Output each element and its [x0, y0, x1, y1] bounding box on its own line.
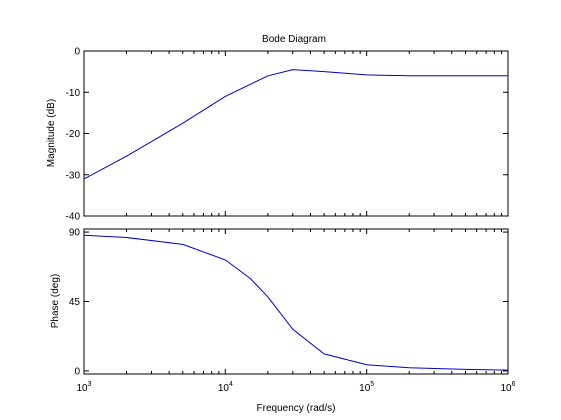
- phase-y-tick-label: 0: [74, 366, 80, 377]
- magnitude-ylabel: Magnitude (dB): [46, 99, 57, 167]
- phase-y-tick-label: 90: [69, 228, 81, 239]
- phase-panel: 90 45 0: [69, 228, 509, 377]
- x-axis-label: Frequency (rad/s): [257, 403, 336, 414]
- phase-plot-area: [83, 228, 509, 375]
- magnitude-y-tick-label: -20: [66, 129, 81, 140]
- magnitude-plot-area: [83, 50, 509, 217]
- x-tick-label: 104: [218, 381, 233, 394]
- magnitude-y-tick-label: 0: [74, 47, 80, 58]
- magnitude-series-line: [83, 69, 508, 180]
- phase-y-tick-label: 45: [69, 297, 81, 308]
- x-tick-label: 106: [500, 381, 515, 394]
- x-tick-labels: 103 104 105 106: [76, 381, 515, 394]
- magnitude-y-tick-label: -30: [66, 170, 81, 181]
- magnitude-y-tick-label: -10: [66, 88, 81, 99]
- phase-ylabel: Phase (deg): [50, 274, 61, 328]
- x-tick-label: 103: [76, 381, 91, 394]
- magnitude-panel: 0 -10 -20 -30 -40: [66, 47, 509, 223]
- x-tick-label: 105: [359, 381, 374, 394]
- magnitude-y-tick-label: -40: [66, 212, 81, 223]
- phase-series-line: [83, 234, 509, 371]
- chart-title: Bode Diagram: [262, 34, 326, 45]
